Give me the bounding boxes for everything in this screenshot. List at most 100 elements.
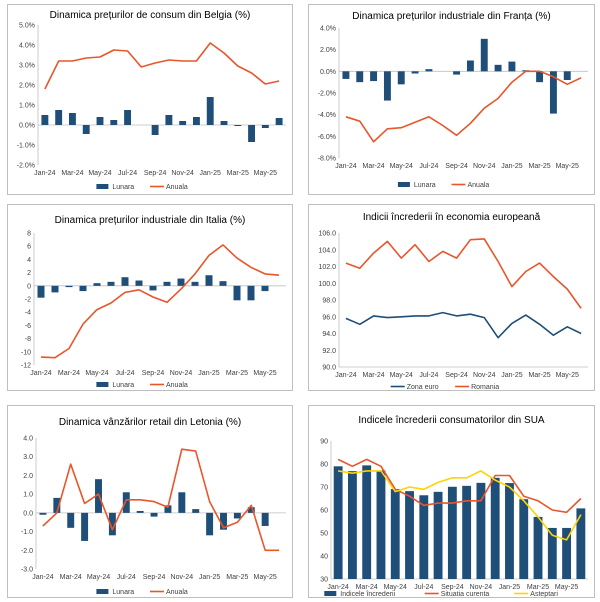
chart-3-bar xyxy=(247,285,255,301)
chart-5-ytick-label: 3.0 xyxy=(23,454,33,461)
chart-1-legend-label: Lunara xyxy=(112,184,134,191)
chart-2-legend-label: Anuala xyxy=(468,182,490,189)
chart-panel-1: Dinamica prețurilor de consum din Belgia… xyxy=(7,4,293,195)
chart-6-xtick-label: Mar-24 xyxy=(356,584,378,591)
chart-5-ytick-label: -2.0 xyxy=(21,548,33,555)
chart-5-ytick-label: 1.0 xyxy=(23,492,33,499)
chart-3-svg: Dinamica prețurilor industriale din Ital… xyxy=(21,215,286,389)
chart-2-title: Dinamica prețurilor industriale din Fran… xyxy=(352,11,550,22)
chart-3-bar xyxy=(79,285,87,292)
chart-3-ytick-label: -8 xyxy=(25,336,31,343)
chart-5-xtick-label: May-24 xyxy=(87,574,110,581)
chart-6-xtick-label: Jan-24 xyxy=(327,584,349,591)
chart-2-bar xyxy=(466,60,474,72)
chart-3-legend-label: Lunara xyxy=(112,382,134,389)
chart-3-bar xyxy=(205,275,213,286)
chart-3-bar xyxy=(149,285,157,291)
chart-6-bar xyxy=(419,495,429,579)
chart-6-ytick-label: 40 xyxy=(320,554,328,561)
chart-6-legend-swatch xyxy=(324,591,337,596)
chart-5-bar xyxy=(81,512,89,541)
chart-1-bar xyxy=(165,115,173,125)
chart-5-legend-label: Lunara xyxy=(112,589,134,596)
chart-1-bar xyxy=(55,110,63,125)
chart-6-legend-label: Situatia curenta xyxy=(441,591,490,598)
chart-3-xtick-label: Nov-24 xyxy=(170,370,193,377)
chart-4-xtick-label: Nov-24 xyxy=(473,372,496,379)
chart-3-bar xyxy=(177,278,185,286)
chart-1-xtick-label: Jul-24 xyxy=(118,170,137,177)
chart-5-title: Dinamica vânzărilor retail din Letonia (… xyxy=(59,417,241,428)
chart-2-bar xyxy=(549,71,557,114)
chart-5-bar xyxy=(108,512,116,536)
chart-5-xtick-label: May-25 xyxy=(253,574,276,581)
chart-3-xtick-label: May-25 xyxy=(253,370,276,377)
chart-4-xtick-label: Jan-24 xyxy=(335,372,357,379)
chart-3-ytick-label: 2 xyxy=(27,270,31,277)
chart-2-svg: Dinamica prețurilor industriale din Fran… xyxy=(318,11,588,189)
chart-2-xtick-label: Sep-24 xyxy=(445,163,468,170)
chart-4-ytick-label: 92.0 xyxy=(322,348,336,355)
chart-3-bar xyxy=(233,285,241,301)
chart-1-xtick-label: Mar-25 xyxy=(227,170,249,177)
chart-6-bar xyxy=(547,527,557,579)
chart-3-xtick-label: Mar-25 xyxy=(226,370,248,377)
chart-5-xtick-label: Sep-24 xyxy=(143,574,166,581)
chart-3-ytick-label: -12 xyxy=(21,363,31,370)
chart-5-bar xyxy=(136,510,144,513)
chart-4-line-romania xyxy=(345,238,582,309)
chart-6-bar xyxy=(533,516,543,579)
chart-1-bar xyxy=(110,120,118,125)
chart-2-ytick-label: -2.0% xyxy=(318,91,336,98)
chart-2-bar xyxy=(453,71,461,75)
chart-2-bar xyxy=(383,71,391,101)
chart-3-xtick-label: Sep-24 xyxy=(142,370,165,377)
chart-panel-5: Dinamica vânzărilor retail din Letonia (… xyxy=(7,405,293,598)
chart-3-bar xyxy=(219,281,227,286)
chart-2-ytick-label: 2.0% xyxy=(320,47,336,54)
chart-2-bar xyxy=(411,71,419,74)
chart-6-xtick-label: Sep-24 xyxy=(441,584,464,591)
chart-1-bar xyxy=(179,121,187,125)
chart-1-bar xyxy=(96,117,104,125)
chart-4-xtick-label: Jan-25 xyxy=(501,372,523,379)
chart-2-bar xyxy=(342,71,350,79)
chart-1-bar xyxy=(248,125,255,142)
chart-1-ytick-label: 1.0% xyxy=(19,103,35,110)
chart-1-line-anuala xyxy=(44,42,280,90)
chart-1-bar xyxy=(261,125,269,128)
chart-2-bar xyxy=(536,71,544,83)
chart-1-xtick-label: May-24 xyxy=(88,170,111,177)
chart-6-xtick-label: Mar-25 xyxy=(527,584,549,591)
chart-5-line-anuala xyxy=(42,448,280,552)
chart-4-line-zona-euro xyxy=(345,311,582,339)
chart-3-ytick-label: -10 xyxy=(21,349,31,356)
chart-1-bar xyxy=(82,125,90,134)
chart-5-bar xyxy=(53,497,61,513)
chart-2-bar xyxy=(397,71,405,85)
chart-6-bar xyxy=(447,486,457,579)
chart-2-xtick-label: May-24 xyxy=(390,163,413,170)
chart-5-bar xyxy=(220,512,227,530)
chart-4-svg: Indicii încrederii în economia europeană… xyxy=(318,212,588,391)
chart-4-ytick-label: 100.0 xyxy=(318,281,336,288)
chart-5-xtick-label: Jan-25 xyxy=(199,574,221,581)
chart-5-legend-label: Anuala xyxy=(166,589,188,596)
chart-6-svg: Indicele încrederii consumatorilor din S… xyxy=(320,415,588,598)
chart-3-ytick-label: -4 xyxy=(25,310,31,317)
chart-1-bar xyxy=(220,121,228,125)
chart-3-line-anuala xyxy=(40,244,280,359)
chart-2-xtick-label: Jan-25 xyxy=(501,163,523,170)
chart-6-bar xyxy=(505,483,514,579)
chart-3-xtick-label: Jan-25 xyxy=(198,370,220,377)
chart-3-bar xyxy=(191,281,199,286)
chart-6-title: Indicele încrederii consumatorilor din S… xyxy=(358,415,545,426)
chart-6-bar xyxy=(347,471,357,579)
chart-2-xtick-label: Nov-24 xyxy=(473,163,496,170)
chart-5-bar xyxy=(261,512,269,526)
chart-1-legend-swatch xyxy=(96,184,109,189)
chart-2-bar xyxy=(480,38,488,72)
chart-2-xtick-label: Mar-24 xyxy=(362,163,384,170)
chart-1-svg: Dinamica prețurilor de consum din Belgia… xyxy=(17,10,286,191)
chart-2-bar xyxy=(356,71,364,83)
